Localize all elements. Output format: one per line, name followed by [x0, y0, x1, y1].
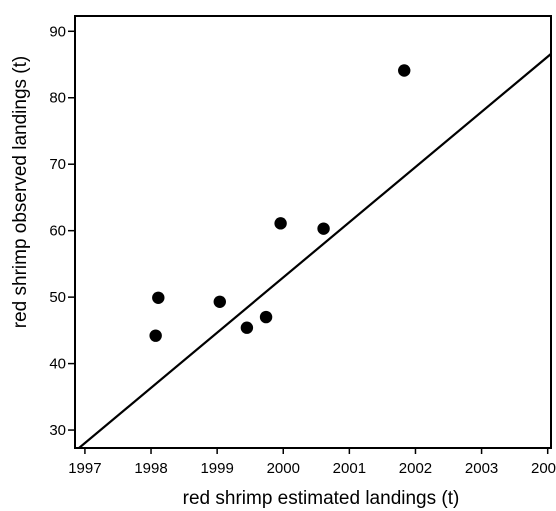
- y-tick-label: 50: [49, 289, 66, 306]
- data-point: [317, 222, 330, 235]
- x-tick-label: 1997: [68, 460, 101, 477]
- y-tick-label: 90: [49, 23, 66, 40]
- plot-area: [74, 15, 552, 449]
- x-tick-label: 2000: [267, 460, 300, 477]
- data-point: [213, 295, 226, 308]
- y-axis-ticks: 30 40 50 60 70 80 90: [49, 23, 75, 439]
- x-tick-label: 2002: [399, 460, 432, 477]
- data-point: [240, 321, 254, 334]
- plot-frame: [74, 15, 552, 449]
- x-axis-label: red shrimp estimated landings (t): [183, 488, 460, 509]
- data-point: [149, 329, 162, 342]
- y-tick-label: 60: [49, 223, 66, 240]
- x-tick-label: 2003: [465, 460, 498, 477]
- x-tick-label: 2001: [333, 460, 366, 477]
- y-axis-label: red shrimp observed landings (t): [10, 56, 31, 328]
- x-axis-ticks: 1997 1998 1999 2000 2001 2002 2003 2004: [68, 448, 556, 477]
- y-tick-label: 40: [49, 356, 66, 373]
- data-point: [274, 217, 287, 230]
- data-point: [398, 64, 411, 77]
- x-tick-label: 2004: [531, 460, 556, 477]
- regression-line: [77, 53, 551, 448]
- y-tick-label: 30: [49, 422, 66, 439]
- data-point: [259, 310, 273, 324]
- x-tick-label: 1998: [134, 460, 167, 477]
- data-point: [152, 291, 165, 304]
- y-tick-label: 80: [49, 90, 66, 107]
- x-tick-label: 1999: [200, 460, 233, 477]
- y-tick-label: 70: [49, 156, 66, 173]
